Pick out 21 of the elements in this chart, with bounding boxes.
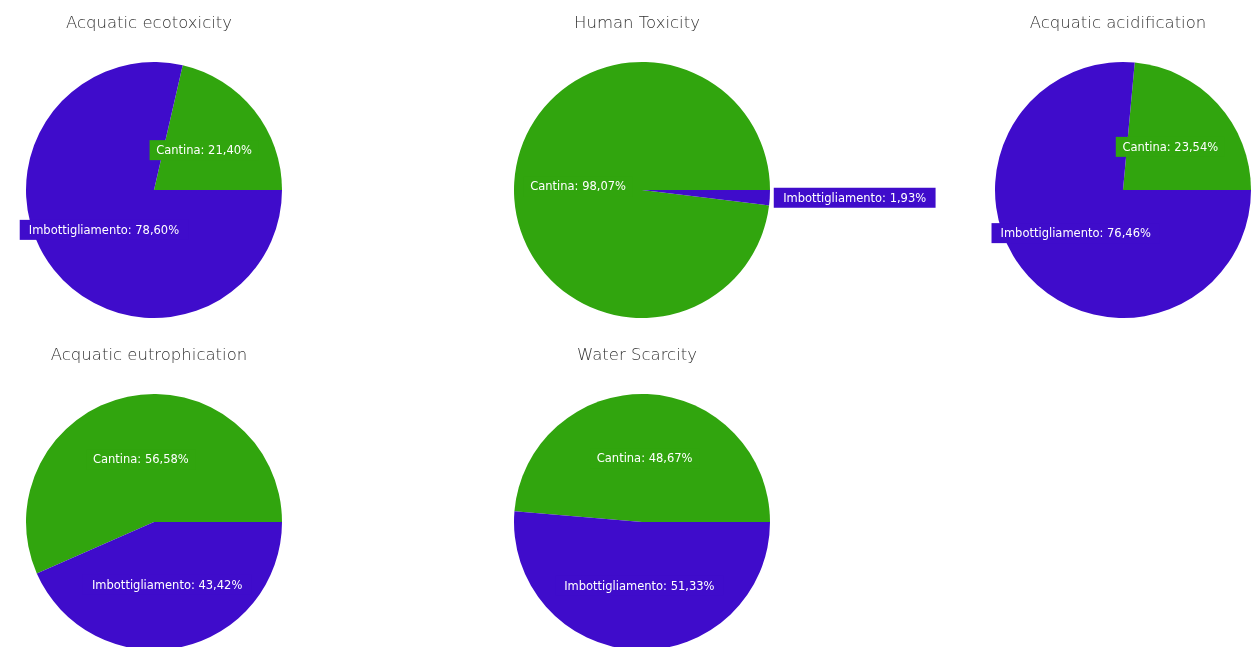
slice-label: Imbottigliamento: 76,46% [1000, 226, 1151, 241]
chart-title: Water Scarcity [576, 344, 698, 366]
chart-title: Acquatic acidification [1028, 12, 1208, 34]
slice-label: Cantina: 23,54% [1122, 139, 1219, 154]
pie-slice [514, 394, 770, 522]
slice-label: Imbottigliamento: 1,93% [783, 190, 927, 205]
chart-title: Human Toxicity [573, 12, 701, 34]
slice-label: Imbottigliamento: 43,42% [91, 577, 243, 592]
slice-label: Cantina: 48,67% [596, 451, 693, 466]
chart-title: Acquatic eutrophication [49, 344, 249, 366]
pie-slice [995, 62, 1251, 318]
slice-label: Imbottigliamento: 78,60% [28, 222, 180, 237]
pie-slice [36, 522, 282, 647]
slice-label: Imbottigliamento: 51,33% [564, 578, 715, 593]
pie-slice [26, 394, 282, 574]
pie-slice [514, 511, 770, 647]
slice-label: Cantina: 98,07% [530, 179, 627, 194]
slice-label: Cantina: 56,58% [92, 452, 189, 467]
chart-title: Acquatic ecotoxicity [64, 12, 234, 34]
slice-label: Cantina: 21,40% [156, 143, 253, 158]
pie-slice [514, 62, 770, 318]
